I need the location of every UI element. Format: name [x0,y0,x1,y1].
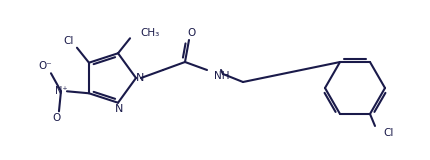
Text: N⁺: N⁺ [55,86,67,96]
Text: O⁻: O⁻ [38,61,52,71]
Text: NH: NH [214,71,230,81]
Text: N: N [115,104,123,114]
Text: Cl: Cl [383,128,393,138]
Text: O: O [187,28,195,38]
Text: O: O [53,113,61,123]
Text: CH₃: CH₃ [140,28,159,38]
Text: Cl: Cl [64,36,74,46]
Text: N: N [136,73,144,83]
